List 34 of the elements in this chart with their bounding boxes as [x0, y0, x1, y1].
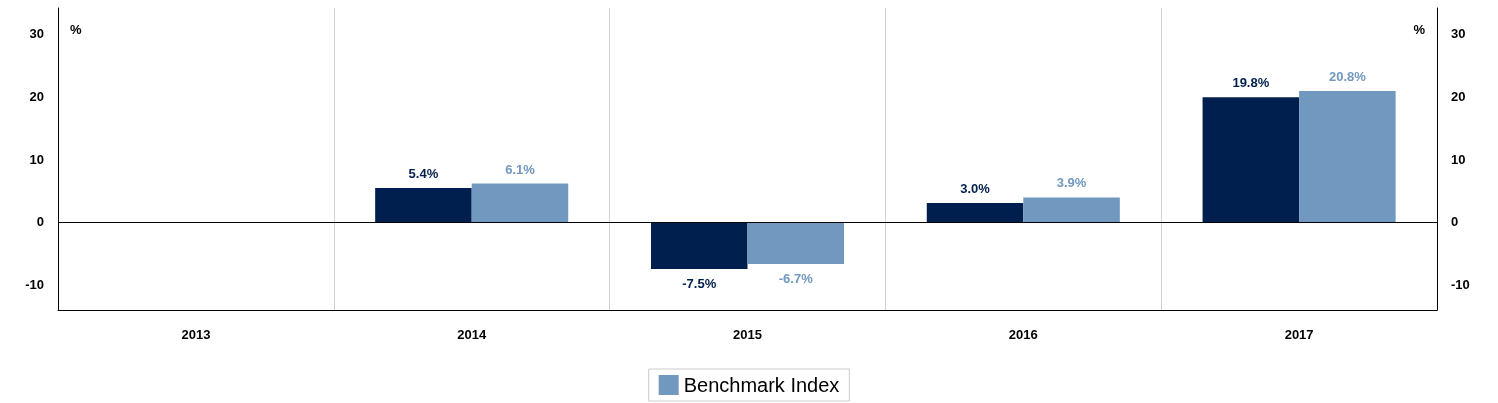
y2-tick-label: 20 — [1451, 88, 1466, 104]
bar — [747, 221, 845, 265]
y-axis-title: % — [70, 22, 82, 37]
bar — [1202, 97, 1300, 222]
y-tick-label: 30 — [29, 25, 44, 41]
y2-tick-label: 0 — [1451, 214, 1459, 230]
data-label: 3.0% — [960, 181, 991, 197]
x-tick-label: 2017 — [1284, 327, 1314, 342]
y2-tick-label: -10 — [1451, 277, 1470, 293]
y-tick-label: -10 — [25, 277, 44, 293]
bar — [1299, 91, 1396, 222]
y2-axis-title: % — [1413, 22, 1426, 37]
x-tick-label: 2013 — [181, 327, 211, 342]
bar — [1023, 197, 1120, 222]
y-tick-label: 20 — [29, 88, 44, 104]
data-label: 6.1% — [505, 161, 536, 177]
y2-tick-label: 10 — [1451, 151, 1466, 167]
y-tick-label: 0 — [36, 214, 44, 230]
bar — [650, 221, 748, 270]
bar — [471, 183, 569, 222]
data-label: 19.8% — [1232, 75, 1270, 91]
bar — [375, 187, 472, 222]
data-label: -6.7% — [778, 271, 814, 287]
x-tick-label: 2015 — [733, 327, 762, 342]
data-label: 3.9% — [1056, 175, 1087, 191]
data-label: 20.8% — [1328, 69, 1367, 85]
legend-label: Benchmark Index — [683, 374, 840, 396]
data-label: -7.5% — [682, 276, 717, 292]
y2-tick-label: 30 — [1451, 25, 1466, 41]
x-tick-label: 2016 — [1008, 327, 1038, 342]
data-label: 5.4% — [408, 165, 439, 181]
x-tick-label: 2014 — [457, 327, 487, 342]
bar — [926, 203, 1024, 222]
y-tick-label: 10 — [29, 151, 44, 167]
